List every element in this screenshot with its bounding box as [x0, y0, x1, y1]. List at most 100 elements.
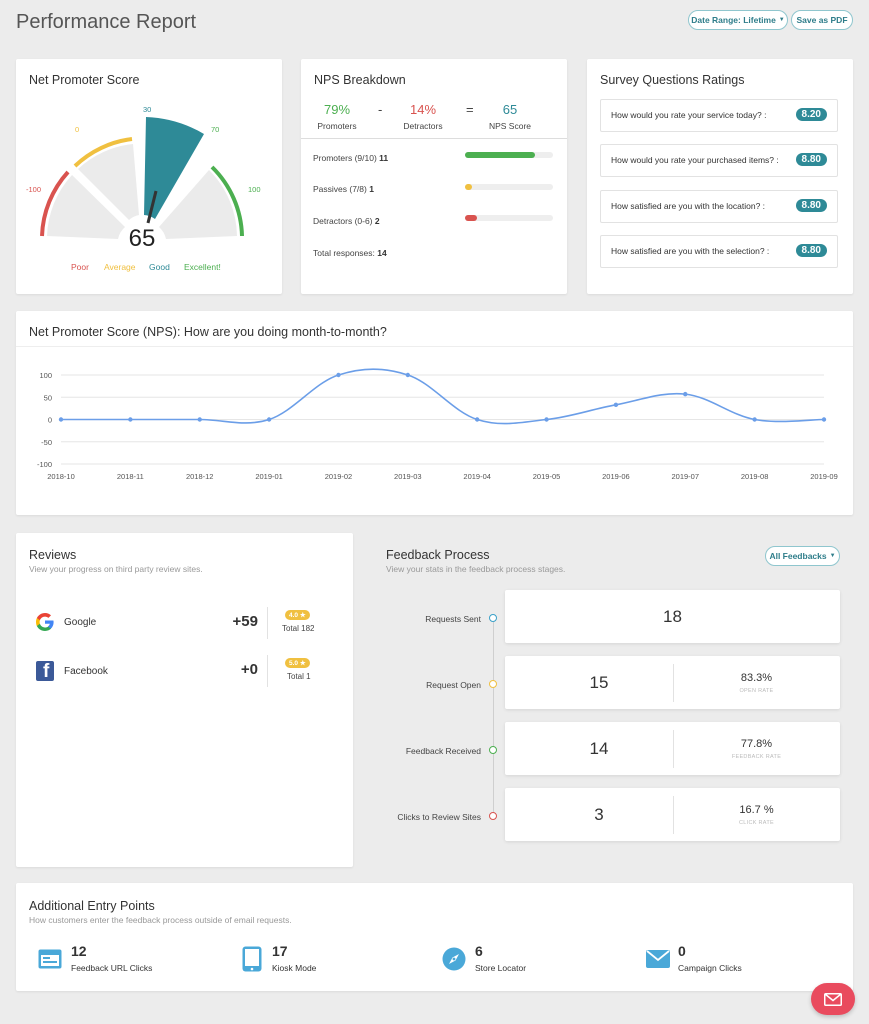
stage-feedback-received: 14 77.8% FEEDBACK RATE: [505, 722, 840, 775]
data-point[interactable]: [544, 417, 549, 422]
page-title: Performance Report: [16, 11, 197, 33]
survey-score-badge: 8.80: [795, 199, 827, 212]
nps-gauge-card: Net Promoter Score -100 0 30 70 100 65 P…: [16, 59, 282, 294]
reviews-card: Reviews View your progress on third part…: [16, 533, 353, 867]
gauge-arc-poor: [40, 170, 70, 237]
data-point[interactable]: [474, 417, 480, 422]
gauge-legend-good: Good: [149, 262, 170, 272]
stage-divider: [673, 664, 674, 702]
message-fab[interactable]: [811, 983, 855, 1015]
data-point[interactable]: [128, 417, 133, 422]
promoters-pct: 79%: [323, 102, 351, 117]
stage-rate: 77.8%: [740, 738, 773, 750]
tablet-icon: [242, 946, 262, 972]
stage-rate-label: CLICK RATE: [739, 820, 774, 826]
data-point[interactable]: [336, 372, 341, 378]
review-total: Total 1: [287, 672, 311, 681]
data-point[interactable]: [58, 417, 64, 422]
google-logo-icon: [36, 613, 54, 631]
entry-value: 17: [272, 943, 288, 959]
stage-marker: [489, 614, 497, 622]
nps-trend-chart: 100 50 0 -50 -100 2018-10 2018-11 2018-12 2019-0…: [37, 368, 838, 481]
breakdown-divider: [301, 138, 567, 139]
x-tick-label: 2019-07: [672, 472, 700, 481]
nps-trend-title: Net Promoter Score (NPS): How are you do…: [29, 325, 387, 339]
gauge-tick-0: 0: [75, 125, 80, 134]
promoters-label: Promoters: [317, 121, 357, 131]
feedback-filter-label: All Feedbacks: [769, 551, 827, 561]
review-divider: [267, 607, 268, 639]
stage-divider: [673, 796, 674, 834]
caret-down-icon: ▼: [829, 553, 836, 559]
gauge-arc-excellent: [210, 165, 244, 237]
date-range-dropdown[interactable]: Date Range: Lifetime ▼: [688, 10, 788, 30]
survey-question-row: How would you rate your service today? :…: [600, 99, 838, 132]
stage-rate-label: FEEDBACK RATE: [731, 754, 782, 760]
reviews-subtitle: View your progress on third party review…: [29, 564, 203, 574]
rating-badge: 5.0 ★: [285, 658, 310, 668]
survey-score-badge: 8.80: [795, 244, 827, 257]
passives-row-count: 1: [369, 184, 374, 194]
survey-question-text: How satisfied are you with the selection…: [611, 246, 770, 256]
stage-marker: [489, 680, 497, 688]
review-site-facebook: f Facebook +0 5.0 ★ Total 1: [16, 655, 353, 691]
survey-score-badge: 8.80: [795, 153, 827, 166]
x-tick-label: 2019-05: [533, 472, 561, 481]
y-tick-label: 0: [48, 416, 52, 425]
survey-question-row: How satisfied are you with the location?…: [600, 190, 838, 223]
x-tick-label: 2018-11: [117, 472, 144, 481]
stage-label: Feedback Received: [405, 746, 481, 756]
stage-value: 18: [663, 607, 682, 626]
survey-question-row: How would you rate your purchased items?…: [600, 144, 838, 177]
data-point[interactable]: [683, 391, 688, 397]
feedback-timeline-line: [493, 622, 494, 817]
nps-score-value: 65: [502, 102, 518, 117]
y-tick-label: 50: [44, 393, 52, 402]
data-point[interactable]: [752, 417, 757, 422]
entry-value: 12: [71, 943, 87, 959]
survey-question-text: How would you rate your service today? :: [611, 110, 767, 120]
entry-label: Feedback URL Clicks: [71, 963, 153, 973]
data-point[interactable]: [266, 417, 272, 422]
y-tick-label: -100: [37, 460, 52, 469]
x-tick-label: 2018-10: [47, 472, 75, 481]
gauge-legend-average: Average: [104, 262, 136, 272]
compass-icon: [442, 947, 466, 971]
entry-value: 0: [678, 943, 686, 959]
save-pdf-button[interactable]: Save as PDF: [791, 10, 853, 30]
survey-ratings-title: Survey Questions Ratings: [600, 73, 745, 87]
gauge-segment-average: [78, 144, 139, 220]
detractors-row-label: Detractors (0-6): [313, 216, 373, 226]
equals-sign: =: [466, 102, 474, 117]
stage-rate: 16.7 %: [739, 804, 774, 816]
gauge-legend-poor: Poor: [71, 262, 89, 272]
promoters-bar-fill: [465, 152, 535, 158]
detractors-row: Detractors (0-6) 2: [313, 216, 380, 226]
stage-label: Clicks to Review Sites: [397, 812, 481, 822]
data-point[interactable]: [197, 417, 202, 422]
gauge-tick-minus-100: -100: [26, 185, 42, 194]
reviews-title: Reviews: [29, 548, 77, 562]
data-point[interactable]: [613, 402, 619, 408]
entry-points-title: Additional Entry Points: [29, 899, 155, 913]
passives-row: Passives (7/8) 1: [313, 184, 374, 194]
x-tick-label: 2018-12: [186, 472, 214, 481]
stage-rate-label: OPEN RATE: [739, 688, 774, 694]
rating-value: 5.0: [289, 660, 299, 667]
entry-value: 6: [475, 943, 483, 959]
review-site-google: Google +59 4.0 ★ Total 182: [16, 605, 353, 641]
passives-row-label: Passives (7/8): [313, 184, 367, 194]
feedback-filter-dropdown[interactable]: All Feedbacks ▼: [765, 546, 840, 566]
total-responses-value: 14: [377, 248, 387, 258]
stage-marker: [489, 812, 497, 820]
detractors-bar: [465, 215, 553, 221]
review-site-name: Google: [64, 617, 97, 628]
entry-label: Campaign Clicks: [678, 963, 742, 973]
caret-down-icon: ▼: [778, 17, 785, 23]
data-point[interactable]: [405, 372, 411, 378]
survey-score-badge: 8.20: [795, 108, 827, 121]
date-range-label: Date Range: Lifetime: [691, 15, 776, 25]
entry-points-card: Additional Entry Points How customers en…: [16, 883, 853, 991]
data-point[interactable]: [821, 417, 827, 422]
entry-label: Store Locator: [475, 963, 527, 973]
